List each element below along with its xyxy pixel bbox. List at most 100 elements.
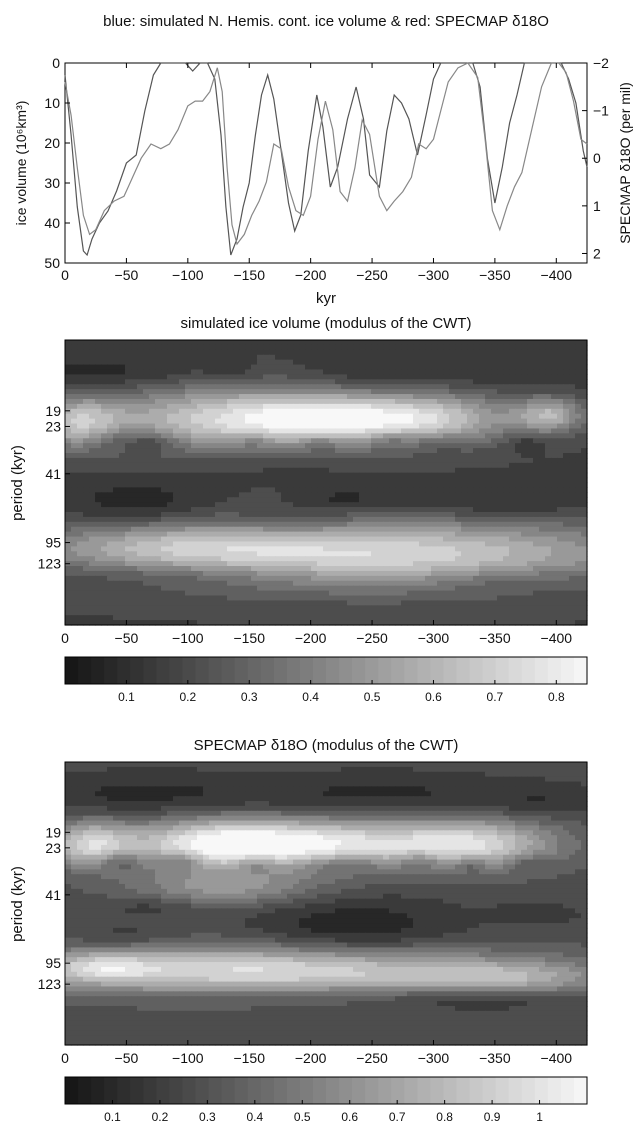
heatmap-cell <box>545 516 552 523</box>
heatmap-cell <box>215 448 222 454</box>
heatmap-cell <box>227 443 234 449</box>
heatmap-cell <box>539 526 546 533</box>
heatmap-cell <box>143 507 150 513</box>
heatmap-cell <box>239 448 246 454</box>
heatmap-cell <box>143 453 150 459</box>
heatmap-cell <box>503 477 510 484</box>
heatmap-cell <box>239 423 246 430</box>
heatmap-cell <box>323 472 330 479</box>
heatmap-cell <box>161 448 168 454</box>
heatmap-cell <box>521 556 528 562</box>
heatmap-cell <box>377 595 384 602</box>
heatmap-cell <box>569 403 576 410</box>
heatmap-cell <box>539 354 546 361</box>
heatmap-cell <box>443 556 450 562</box>
heatmap-cell <box>203 492 210 498</box>
heatmap-cell <box>389 453 396 459</box>
heatmap-cell <box>155 379 162 385</box>
heatmap-cell <box>149 492 156 498</box>
heatmap-cell <box>389 369 396 375</box>
heatmap-cell <box>545 359 552 366</box>
heatmap-cell <box>575 477 582 484</box>
heatmap-cell <box>389 359 396 366</box>
heatmap-cell <box>449 379 456 385</box>
heatmap-cell <box>185 556 192 562</box>
heatmap-cell <box>425 384 432 390</box>
heatmap-cell <box>113 575 120 582</box>
heatmap-cell <box>347 502 354 508</box>
heatmap-cell <box>215 551 222 557</box>
heatmap-cell <box>257 374 264 380</box>
heatmap-cell <box>575 605 582 611</box>
heatmap-cell <box>377 384 384 390</box>
heatmap-cell <box>401 389 408 395</box>
heatmap-cell <box>329 570 336 577</box>
heatmap-cell <box>71 379 78 385</box>
heatmap-cell <box>479 502 486 508</box>
heatmap-cell <box>545 482 552 489</box>
heatmap-cell <box>335 344 342 351</box>
heatmap-cell <box>299 398 306 405</box>
heatmap-cell <box>347 551 354 557</box>
heatmap-cell <box>329 551 336 557</box>
heatmap-cell <box>305 561 312 567</box>
heatmap-cell <box>395 389 402 395</box>
heatmap-cell <box>563 344 570 351</box>
heatmap-cell <box>227 433 234 439</box>
heatmap-cell <box>401 511 408 518</box>
heatmap-cell <box>179 394 186 400</box>
heatmap-cell <box>257 344 264 351</box>
heatmap-cell <box>305 379 312 385</box>
heatmap-cell <box>431 502 438 508</box>
heatmap-cell <box>161 570 168 577</box>
heatmap-cell <box>173 344 180 351</box>
heatmap-cell <box>383 462 390 469</box>
heatmap-cell <box>533 428 540 434</box>
heatmap-cell <box>209 492 216 498</box>
heatmap-cell <box>89 443 96 449</box>
heatmap-cell <box>401 467 408 474</box>
heatmap-cell <box>485 389 492 395</box>
heatmap-cell <box>245 340 252 346</box>
heatmap-cell <box>155 389 162 395</box>
heatmap-cell <box>323 433 330 439</box>
heatmap-cell <box>215 536 222 543</box>
heatmap-cell <box>563 580 570 587</box>
heatmap-cell <box>437 590 444 597</box>
heatmap-cell <box>119 403 126 410</box>
heatmap-cell <box>581 556 588 562</box>
heatmap-cell <box>137 580 144 587</box>
heatmap-cell <box>359 443 366 449</box>
heatmap-cell <box>479 482 486 489</box>
heatmap-cell <box>101 467 108 474</box>
heatmap-cell <box>383 585 390 592</box>
heatmap-cell <box>131 349 138 356</box>
heatmap-cell <box>473 418 480 425</box>
heatmap-cell <box>503 443 510 449</box>
heatmap-cell <box>95 585 102 592</box>
heatmap-cell <box>71 482 78 489</box>
heatmap-cell <box>233 344 240 351</box>
heatmap-cell <box>329 398 336 405</box>
heatmap-cell <box>533 590 540 597</box>
heatmap-cell <box>185 541 192 547</box>
heatmap-cell <box>197 492 204 498</box>
heatmap-cell <box>335 384 342 390</box>
heatmap-cell <box>185 610 192 616</box>
heatmap-cell <box>581 566 588 572</box>
heatmap-cell <box>449 428 456 434</box>
heatmap-cell <box>143 457 150 464</box>
heatmap-cell <box>293 600 300 606</box>
heatmap-cell <box>509 448 516 454</box>
heatmap-cell <box>107 418 114 425</box>
heatmap-cell <box>287 408 294 415</box>
heatmap-cell <box>245 472 252 479</box>
heatmap-cell <box>221 418 228 425</box>
heatmap-cell <box>299 590 306 597</box>
heatmap-cell <box>401 585 408 592</box>
heatmap-cell <box>227 595 234 602</box>
heatmap-cell <box>77 384 84 390</box>
heatmap-cell <box>269 487 276 493</box>
heatmap-cell <box>515 487 522 493</box>
heatmap-cell <box>65 590 72 597</box>
